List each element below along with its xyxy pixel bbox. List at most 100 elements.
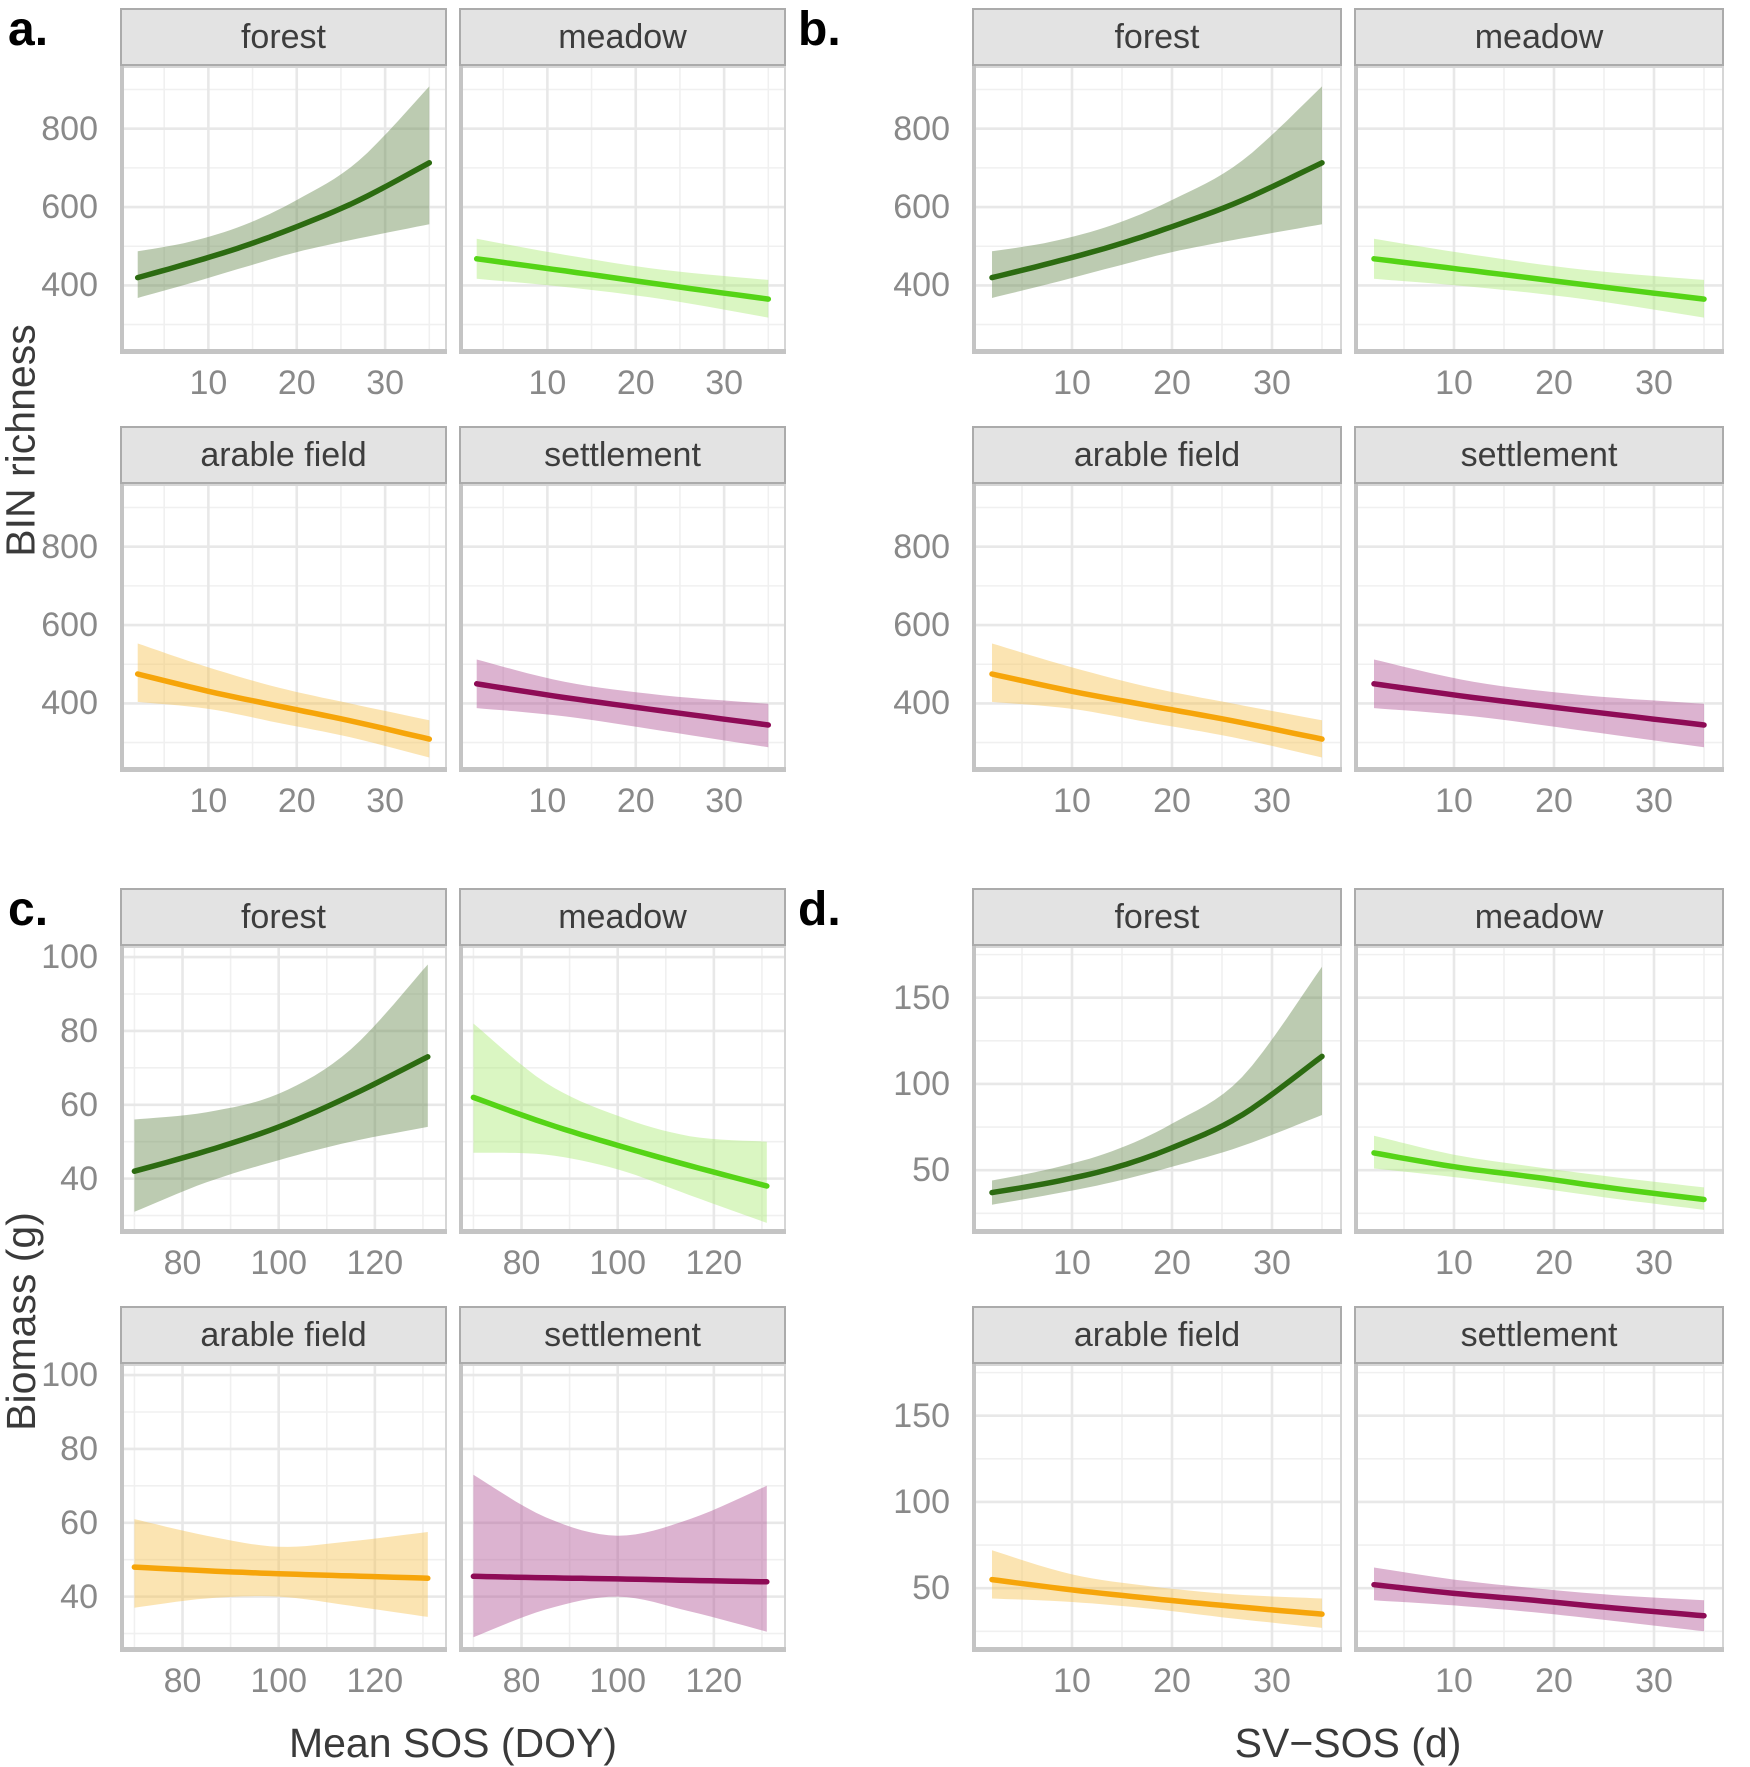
x-axis-tick-row: 10 20 30 [120,772,447,834]
panel-a-label: a. [8,3,49,56]
x-tick-label: 20 [1153,1244,1191,1282]
facet-plot-settlement [1354,1364,1724,1652]
x-tick-label: 80 [163,1244,202,1282]
x-tick-label: 10 [1435,782,1473,820]
x-tick-label: 30 [1635,782,1673,820]
y-tick-label: 800 [893,527,950,566]
regression-line [131,1054,431,1174]
y-tick-label: 50 [912,1151,950,1190]
panel-a: a. BIN richness 400 600 800 400 600 800 forest… [0,0,790,880]
y-axis-tick-gutter: 40 60 80 100 [41,940,108,1234]
x-tick-label: 80 [502,1662,541,1700]
panel-c-label: c. [8,883,49,936]
facet-strip-label: forest [240,17,327,56]
x-axis-tick-row: 10 20 30 [972,354,1342,416]
y-axis-tick-gutter: 400 600 800 [41,484,108,772]
regression-line [134,160,433,281]
panel-d: d. 50 100 150 50 100 150 forest 10 20 30 meadow 10 2… [790,880,1750,1766]
y-tick-label: 800 [893,109,950,148]
facet-strip-label: meadow [1474,897,1604,936]
x-tick-label: 120 [685,1244,743,1282]
x-tick-label: 30 [1635,1662,1673,1700]
x-tick-label: 10 [1435,1244,1473,1282]
y-axis-title-bin-richness: BIN richness [0,323,44,557]
x-axis-tick-row: 10 20 30 [459,772,786,834]
facet-plot-forest [972,66,1342,354]
x-tick-label: 20 [1153,1662,1191,1700]
facet-strip-label: arable field [200,435,367,474]
x-axis-tick-row: 10 20 30 [972,1652,1342,1714]
y-tick-label: 800 [41,109,98,148]
x-tick-label: 10 [1053,1244,1091,1282]
y-tick-label: 50 [912,1569,950,1608]
x-tick-label: 120 [346,1662,404,1700]
panel-b-facets: 400 600 800 400 600 800 forest 10 20 30 meadow 10 20… [886,8,1750,880]
y-tick-label: 150 [893,978,950,1017]
facet-strip-arable-field: arable field [972,426,1342,484]
facet-plot-settlement [459,1364,786,1652]
x-tick-label: 10 [1053,782,1091,820]
x-tick-label: 30 [1253,782,1291,820]
y-tick-label: 600 [41,188,98,227]
x-tick-label: 10 [189,782,228,820]
x-tick-label: 20 [616,364,655,402]
facet-strip-settlement: settlement [1354,1306,1724,1364]
x-axis-tick-row: 10 20 30 [120,354,447,416]
panel-d-label: d. [798,883,841,936]
regression-line [131,1564,431,1581]
regression-line [1371,1150,1707,1203]
facet-strip-label: arable field [1073,435,1241,474]
y-tick-label: 40 [60,1577,98,1616]
x-tick-label: 120 [685,1662,743,1700]
facet-strip-label: settlement [1460,435,1618,474]
y-tick-label: 100 [41,938,98,977]
facet-strip-label: meadow [558,17,687,56]
x-tick-label: 100 [250,1662,308,1700]
facet-strip-meadow: meadow [459,888,786,946]
facet-strip-settlement: settlement [459,1306,786,1364]
regression-line [473,256,772,302]
x-axis-tick-row: 80 100 120 [459,1652,786,1714]
facet-plot-arable-field [120,1364,447,1652]
x-axis-title: SV−SOS (d) [1234,1720,1462,1766]
x-tick-label: 100 [250,1244,308,1282]
facet-strip-arable-field: arable field [972,1306,1342,1364]
confidence-ribbon [473,1474,767,1638]
facet-strip-label: meadow [1474,17,1604,56]
x-tick-label: 30 [1253,364,1291,402]
regression-line [473,681,772,728]
confidence-ribbon [992,966,1322,1205]
facet-plot-forest [120,66,447,354]
facet-strip-label: arable field [1073,1315,1241,1354]
facet-strip-forest: forest [120,8,447,66]
confidence-ribbon [134,964,428,1212]
x-tick-label: 30 [1635,1244,1673,1282]
x-tick-label: 30 [1253,1244,1291,1282]
panel-b: b. 400 600 800 400 600 800 forest 10 20 30 meadow 1… [790,0,1750,880]
x-tick-label: 20 [1535,782,1573,820]
y-tick-label: 800 [41,527,98,566]
facet-plot-meadow [459,66,786,354]
x-axis-tick-row: 10 20 30 [1354,354,1724,416]
x-tick-label: 20 [1535,364,1573,402]
x-tick-label: 10 [1053,364,1091,402]
x-tick-label: 10 [528,364,567,402]
panel-c: c. Biomass (g) 40 60 80 100 40 60 80 100 forest 8… [0,880,790,1766]
y-tick-label: 100 [41,1356,98,1395]
panel-a-facets: 400 600 800 400 600 800 forest 10 20 30 meadow 10 20… [41,8,790,880]
x-axis-tick-row: 10 20 30 [1354,1652,1724,1714]
x-tick-label: 120 [346,1244,404,1282]
regression-line [1371,1581,1707,1619]
x-tick-label: 10 [1435,1662,1473,1700]
y-axis-tick-gutter: 40 60 80 100 [41,1358,108,1652]
facet-strip-forest: forest [120,888,447,946]
facet-plot-forest [972,946,1342,1234]
facet-strip-label: settlement [544,435,701,474]
confidence-ribbon [992,86,1322,299]
regression-line [1371,681,1707,728]
facet-strip-arable-field: arable field [120,1306,447,1364]
y-tick-label: 80 [60,1429,98,1468]
x-axis-tick-row: 10 20 30 [1354,1234,1724,1296]
y-tick-label: 600 [41,606,98,645]
